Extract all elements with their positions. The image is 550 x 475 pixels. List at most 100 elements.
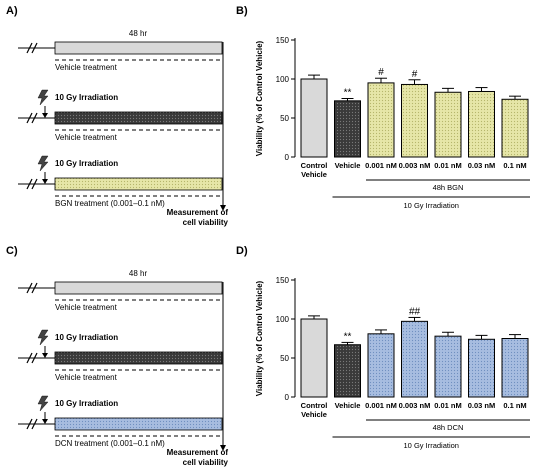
significance-mark: # <box>412 69 418 80</box>
break-mark <box>26 352 33 364</box>
treatment-bar <box>54 111 223 125</box>
break-mark <box>31 178 38 190</box>
arrow-head <box>220 445 226 451</box>
y-tick-label: 100 <box>276 315 290 324</box>
break-mark <box>31 112 38 124</box>
outer-label: 10 Gy Irradiation <box>404 201 459 210</box>
category-label: 0.001 nM <box>365 401 397 410</box>
bar <box>401 320 428 398</box>
break-mark <box>26 112 33 124</box>
bar <box>334 344 361 398</box>
treatment-bar <box>54 177 223 191</box>
duration-label: 48 hr <box>129 269 148 278</box>
irradiation-label: 10 Gy Irradiation <box>55 93 118 102</box>
category-label: 0.03 nM <box>468 161 496 170</box>
category-label: Vehicle <box>301 170 327 179</box>
bar <box>468 338 495 398</box>
panel-letter: A) <box>6 5 18 17</box>
category-label: Vehicle <box>301 410 327 419</box>
bar <box>300 78 328 158</box>
bar <box>300 318 328 398</box>
bar <box>367 82 395 158</box>
category-label: Control <box>301 401 328 410</box>
arrow-head <box>220 205 226 211</box>
panel-letter: B) <box>236 5 248 17</box>
bar <box>501 338 529 398</box>
break-mark <box>31 352 38 364</box>
lightning-icon <box>37 89 49 106</box>
lightning-icon <box>37 329 49 346</box>
category-label: 0.03 nM <box>468 401 496 410</box>
break-mark <box>26 282 33 294</box>
y-tick-label: 50 <box>280 114 289 123</box>
protocol-panel-1: C) 48 hr Vehicle treatment Vehicle treatmen… <box>6 245 229 467</box>
category-label: Control <box>301 161 328 170</box>
measurement-label: Measurement of <box>167 448 229 457</box>
break-mark <box>26 42 33 54</box>
duration-label: 48 hr <box>129 29 148 38</box>
bar-chart-0: B) 0 50 100 150 Viability (% of Control Vehic… <box>236 5 530 210</box>
treatment-label: Vehicle treatment <box>55 373 118 382</box>
y-axis-label: Viability (% of Control Vehicle) <box>255 40 264 156</box>
treatment-bar <box>54 41 223 55</box>
group-label: 48h DCN <box>433 423 464 432</box>
irradiation-label: 10 Gy Irradiation <box>55 333 118 342</box>
bar <box>334 100 361 158</box>
y-axis-label: Viability (% of Control Vehicle) <box>255 280 264 396</box>
category-label: Vehicle <box>335 401 361 410</box>
irradiation-label: 10 Gy Irradiation <box>55 399 118 408</box>
treatment-bar <box>54 417 223 431</box>
lightning-icon <box>37 155 49 172</box>
y-tick-label: 100 <box>276 75 290 84</box>
category-label: 0.1 nM <box>503 401 526 410</box>
bar <box>468 90 495 158</box>
treatment-bar <box>54 281 223 295</box>
bar <box>434 91 462 158</box>
treatment-label: Vehicle treatment <box>55 133 118 142</box>
treatment-label: Vehicle treatment <box>55 63 118 72</box>
lightning-icon <box>37 395 49 412</box>
protocol-panel-0: A) 48 hr Vehicle treatment Vehicle treatmen… <box>6 5 229 227</box>
measurement-label: cell viability <box>183 218 229 227</box>
y-tick-label: 0 <box>285 153 290 162</box>
measurement-label: cell viability <box>183 458 229 467</box>
bar <box>434 335 462 398</box>
bar <box>501 98 529 158</box>
measurement-label: Measurement of <box>167 208 229 217</box>
significance-mark: ** <box>344 331 352 342</box>
group-label: 48h BGN <box>433 183 464 192</box>
category-label: 0.001 nM <box>365 161 397 170</box>
panel-letter: D) <box>236 245 248 257</box>
category-label: 0.01 nM <box>434 401 462 410</box>
y-tick-label: 150 <box>276 276 290 285</box>
treatment-label: Vehicle treatment <box>55 303 118 312</box>
break-mark <box>26 178 33 190</box>
category-label: 0.003 nM <box>399 401 431 410</box>
break-mark <box>31 418 38 430</box>
treatment-bar <box>54 351 223 365</box>
break-mark <box>26 418 33 430</box>
treatment-label: BGN treatment (0.001–0.1 nM) <box>55 199 165 208</box>
outer-label: 10 Gy Irradiation <box>404 441 459 450</box>
y-tick-label: 0 <box>285 393 290 402</box>
arrow-head <box>42 419 48 424</box>
category-label: 0.003 nM <box>399 161 431 170</box>
arrow-head <box>42 113 48 118</box>
bar-chart-1: D) 0 50 100 150 Viability (% of Control Vehic… <box>236 245 530 450</box>
bar <box>401 83 428 158</box>
y-tick-label: 50 <box>280 354 289 363</box>
category-label: 0.01 nM <box>434 161 462 170</box>
break-mark <box>31 282 38 294</box>
category-label: Vehicle <box>335 161 361 170</box>
bar <box>367 333 395 398</box>
arrow-head <box>42 179 48 184</box>
significance-mark: ** <box>344 88 352 99</box>
significance-mark: # <box>378 67 384 78</box>
panel-letter: C) <box>6 245 18 257</box>
irradiation-label: 10 Gy Irradiation <box>55 159 118 168</box>
category-label: 0.1 nM <box>503 161 526 170</box>
arrow-head <box>42 353 48 358</box>
y-tick-label: 150 <box>276 36 290 45</box>
